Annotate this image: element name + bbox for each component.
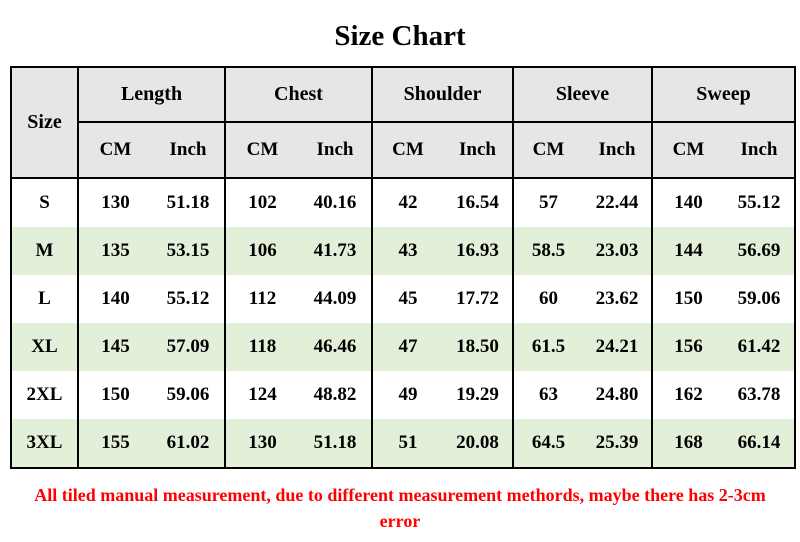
cm-header: CM (651, 122, 724, 179)
value-cell: 59.06 (724, 275, 795, 323)
value-cell: 40.16 (299, 178, 372, 227)
value-cell: 48.82 (299, 371, 372, 419)
value-cell: 61.02 (152, 419, 225, 468)
measurement-note-line2: error (379, 511, 421, 531)
table-row: L 140 55.12 112 44.09 45 17.72 60 23.62 … (11, 275, 795, 323)
group-header-sweep: Sweep (651, 67, 795, 123)
size-cell: S (11, 178, 78, 227)
size-cell: XL (11, 323, 78, 371)
value-cell: 51.18 (152, 178, 225, 227)
value-cell: 135 (77, 227, 152, 275)
value-cell: 57.09 (152, 323, 225, 371)
value-cell: 145 (77, 323, 152, 371)
value-cell: 130 (77, 178, 152, 227)
value-cell: 102 (224, 178, 299, 227)
value-cell: 55.12 (152, 275, 225, 323)
sub-header-row: CM Inch CM Inch CM Inch CM Inch CM Inch (11, 122, 795, 179)
value-cell: 57 (512, 178, 583, 227)
inch-header: Inch (583, 122, 652, 179)
value-cell: 18.50 (443, 323, 513, 371)
group-header-sleeve: Sleeve (512, 67, 652, 123)
value-cell: 124 (224, 371, 299, 419)
value-cell: 20.08 (443, 419, 513, 468)
value-cell: 46.46 (299, 323, 372, 371)
size-cell: 2XL (11, 371, 78, 419)
table-row: 3XL 155 61.02 130 51.18 51 20.08 64.5 25… (11, 419, 795, 468)
cm-header: CM (77, 122, 152, 179)
table-row: S 130 51.18 102 40.16 42 16.54 57 22.44 … (11, 178, 795, 227)
value-cell: 16.54 (443, 178, 513, 227)
cm-header: CM (512, 122, 583, 179)
value-cell: 24.80 (583, 371, 652, 419)
value-cell: 156 (651, 323, 724, 371)
value-cell: 42 (371, 178, 443, 227)
value-cell: 144 (651, 227, 724, 275)
value-cell: 49 (371, 371, 443, 419)
chart-title: Size Chart (334, 20, 466, 52)
inch-header: Inch (724, 122, 795, 179)
group-header-chest: Chest (224, 67, 372, 123)
size-column-header: Size (11, 67, 78, 179)
value-cell: 168 (651, 419, 724, 468)
value-cell: 22.44 (583, 178, 652, 227)
value-cell: 60 (512, 275, 583, 323)
size-cell: M (11, 227, 78, 275)
inch-header: Inch (443, 122, 513, 179)
inch-header: Inch (299, 122, 372, 179)
value-cell: 23.03 (583, 227, 652, 275)
size-chart-table: Size Length Chest Shoulder Sleeve Sweep … (10, 66, 796, 469)
value-cell: 43 (371, 227, 443, 275)
value-cell: 55.12 (724, 178, 795, 227)
value-cell: 150 (77, 371, 152, 419)
value-cell: 59.06 (152, 371, 225, 419)
value-cell: 41.73 (299, 227, 372, 275)
value-cell: 106 (224, 227, 299, 275)
value-cell: 47 (371, 323, 443, 371)
value-cell: 58.5 (512, 227, 583, 275)
value-cell: 16.93 (443, 227, 513, 275)
value-cell: 23.62 (583, 275, 652, 323)
value-cell: 140 (77, 275, 152, 323)
group-header-row: Size Length Chest Shoulder Sleeve Sweep (11, 67, 795, 179)
value-cell: 63.78 (724, 371, 795, 419)
value-cell: 150 (651, 275, 724, 323)
value-cell: 17.72 (443, 275, 513, 323)
value-cell: 56.69 (724, 227, 795, 275)
table-row: M 135 53.15 106 41.73 43 16.93 58.5 23.0… (11, 227, 795, 275)
measurement-note: All tiled manual measurement, due to dif… (0, 482, 800, 534)
size-cell: 3XL (11, 419, 78, 468)
value-cell: 118 (224, 323, 299, 371)
value-cell: 19.29 (443, 371, 513, 419)
group-header-shoulder: Shoulder (371, 67, 513, 123)
cm-header: CM (371, 122, 443, 179)
value-cell: 130 (224, 419, 299, 468)
value-cell: 24.21 (583, 323, 652, 371)
value-cell: 66.14 (724, 419, 795, 468)
value-cell: 112 (224, 275, 299, 323)
value-cell: 61.5 (512, 323, 583, 371)
value-cell: 44.09 (299, 275, 372, 323)
group-header-length: Length (77, 67, 225, 123)
value-cell: 51 (371, 419, 443, 468)
value-cell: 25.39 (583, 419, 652, 468)
inch-header: Inch (152, 122, 225, 179)
table-row: 2XL 150 59.06 124 48.82 49 19.29 63 24.8… (11, 371, 795, 419)
value-cell: 63 (512, 371, 583, 419)
cm-header: CM (224, 122, 299, 179)
value-cell: 64.5 (512, 419, 583, 468)
value-cell: 51.18 (299, 419, 372, 468)
measurement-note-line1: All tiled manual measurement, due to dif… (34, 485, 766, 505)
value-cell: 61.42 (724, 323, 795, 371)
table-row: XL 145 57.09 118 46.46 47 18.50 61.5 24.… (11, 323, 795, 371)
size-cell: L (11, 275, 78, 323)
value-cell: 162 (651, 371, 724, 419)
value-cell: 155 (77, 419, 152, 468)
value-cell: 45 (371, 275, 443, 323)
value-cell: 140 (651, 178, 724, 227)
value-cell: 53.15 (152, 227, 225, 275)
